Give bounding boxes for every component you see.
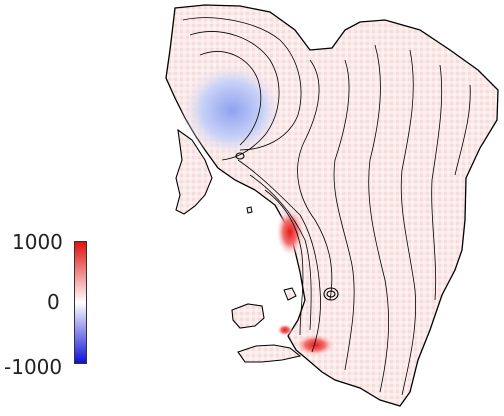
colorbar-min-label: -1000 xyxy=(4,355,63,379)
island-small xyxy=(283,287,297,301)
colorbar xyxy=(74,241,87,364)
island-west xyxy=(231,303,265,329)
colorbar-mid-label: 0 xyxy=(47,290,60,314)
positive-anomaly-zone-small xyxy=(277,324,293,336)
island-south xyxy=(237,344,302,363)
west-lobe xyxy=(175,128,213,215)
positive-anomaly-zone-central xyxy=(276,208,304,256)
closed-contours xyxy=(235,152,339,301)
contour-lines xyxy=(182,17,471,396)
islet-tiny xyxy=(246,206,253,214)
positive-anomaly-zone-south xyxy=(295,334,335,356)
colorbar-max-label: 1000 xyxy=(12,230,63,254)
negative-anomaly-zone xyxy=(180,62,284,158)
